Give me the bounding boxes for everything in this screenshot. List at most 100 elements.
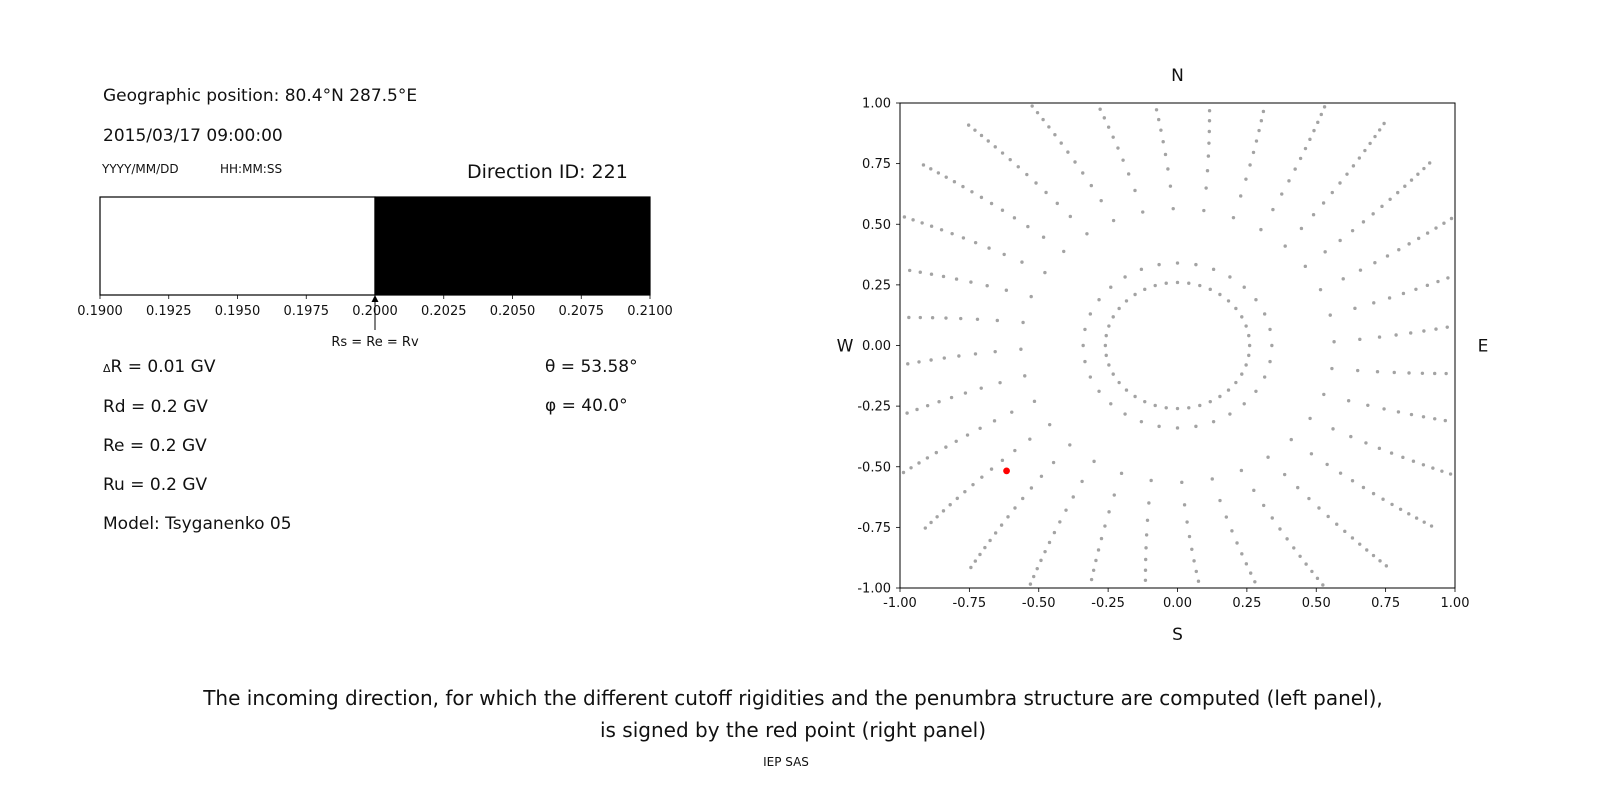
y-tick-label: -0.50 bbox=[857, 460, 891, 475]
direction-dot bbox=[1109, 285, 1113, 289]
direction-dot bbox=[1425, 231, 1430, 235]
direction-dot bbox=[1104, 353, 1108, 358]
model-text: Model: Tsyganenko 05 bbox=[103, 514, 292, 534]
direction-dot bbox=[1282, 472, 1287, 477]
direction-dot bbox=[1145, 518, 1150, 522]
direction-dot bbox=[1321, 201, 1326, 205]
direction-dot bbox=[1117, 306, 1121, 311]
direction-dot bbox=[1208, 287, 1212, 292]
direction-dot bbox=[929, 167, 933, 171]
direction-dot bbox=[1268, 327, 1272, 332]
direction-dot bbox=[929, 224, 934, 228]
direction-dot bbox=[1377, 128, 1382, 132]
direction-dot bbox=[1248, 163, 1252, 167]
direction-dot bbox=[1231, 215, 1236, 220]
direction-dot bbox=[1210, 477, 1214, 481]
direction-dot bbox=[1035, 110, 1040, 115]
direction-dot bbox=[1407, 512, 1411, 516]
direction-dot bbox=[1371, 553, 1376, 558]
direction-dot bbox=[1323, 250, 1327, 254]
direction-dot bbox=[1207, 119, 1212, 123]
direction-dot bbox=[1041, 235, 1046, 239]
direction-dot bbox=[1322, 105, 1327, 109]
direction-dot bbox=[961, 184, 965, 189]
direction-dot bbox=[973, 240, 978, 245]
direction-dot bbox=[1000, 458, 1005, 463]
direction-dot bbox=[988, 538, 992, 543]
direction-dot bbox=[1328, 313, 1332, 317]
direction-dot bbox=[1409, 331, 1413, 335]
direction-dot bbox=[1207, 141, 1211, 145]
direction-dot bbox=[1041, 117, 1045, 122]
param-ru: Ru = 0.2 GV bbox=[103, 475, 208, 495]
direction-dot bbox=[930, 316, 935, 320]
direction-dot bbox=[1096, 548, 1101, 552]
direction-dot bbox=[1420, 371, 1425, 375]
direction-dot bbox=[1330, 366, 1334, 371]
x-tick-label: 0.25 bbox=[1232, 596, 1261, 611]
direction-dot bbox=[1363, 148, 1367, 153]
direction-dot bbox=[985, 283, 989, 288]
direction-dot bbox=[978, 552, 982, 557]
direction-dot bbox=[1382, 121, 1386, 126]
direction-dot bbox=[1204, 186, 1208, 190]
direction-dot bbox=[1349, 434, 1353, 439]
direction-dot bbox=[901, 470, 906, 475]
direction-dot bbox=[1259, 119, 1264, 123]
x-tick-label: -0.50 bbox=[1022, 596, 1056, 611]
direction-dot bbox=[942, 356, 946, 360]
direction-dot bbox=[1083, 327, 1087, 332]
direction-dot bbox=[1262, 375, 1267, 379]
direction-dot bbox=[1285, 537, 1289, 541]
direction-dot bbox=[1164, 406, 1168, 410]
direction-dot bbox=[1224, 515, 1229, 519]
direction-dot bbox=[1411, 459, 1416, 463]
direction-dot bbox=[1205, 169, 1210, 173]
direction-dot bbox=[1421, 463, 1426, 467]
direction-dot bbox=[1030, 104, 1034, 108]
direction-dot bbox=[1240, 315, 1244, 319]
direction-dot bbox=[1192, 559, 1196, 563]
direction-dot bbox=[1375, 370, 1380, 374]
direction-dot bbox=[1035, 566, 1039, 571]
compass-label-west: W bbox=[837, 337, 854, 357]
direction-dot bbox=[1226, 299, 1231, 303]
direction-dot bbox=[1029, 486, 1034, 490]
direction-dot bbox=[1202, 208, 1206, 213]
direction-dot bbox=[1449, 216, 1454, 221]
direction-dot bbox=[1338, 238, 1342, 243]
direction-dot bbox=[1287, 179, 1291, 183]
direction-dot bbox=[1401, 455, 1405, 460]
direction-dot bbox=[1270, 516, 1274, 520]
direction-dot bbox=[1343, 529, 1347, 534]
direction-dot bbox=[1338, 181, 1342, 185]
direction-dot bbox=[1307, 496, 1311, 501]
direction-dot bbox=[1102, 116, 1107, 120]
direction-dot bbox=[1143, 399, 1147, 404]
direction-dot bbox=[1044, 190, 1048, 195]
direction-dot bbox=[1434, 226, 1438, 230]
param-re: Re = 0.2 GV bbox=[103, 436, 207, 456]
direction-dot bbox=[1111, 372, 1115, 376]
direction-dot bbox=[1364, 441, 1368, 445]
direction-dot bbox=[1206, 154, 1211, 158]
direction-dot bbox=[1123, 412, 1127, 416]
direction-dot bbox=[1254, 297, 1258, 302]
x-tick-label: -1.00 bbox=[883, 596, 917, 611]
direction-dot bbox=[1025, 172, 1029, 177]
direction-dot bbox=[1409, 178, 1414, 182]
direction-dot bbox=[1403, 184, 1407, 188]
direction-dot bbox=[1389, 451, 1394, 455]
direction-dot bbox=[1304, 562, 1308, 566]
direction-dot bbox=[1149, 478, 1153, 483]
direction-dot bbox=[944, 316, 948, 320]
direction-dot bbox=[1355, 368, 1360, 373]
direction-dot bbox=[941, 509, 946, 513]
direction-dot bbox=[1091, 568, 1096, 572]
x-tick-label: 0.1975 bbox=[284, 304, 330, 319]
direction-dot bbox=[995, 318, 1000, 323]
direction-dot bbox=[1240, 372, 1244, 376]
direction-dot bbox=[1161, 139, 1165, 144]
direction-dot bbox=[1218, 394, 1222, 399]
direction-dot bbox=[1000, 208, 1005, 212]
